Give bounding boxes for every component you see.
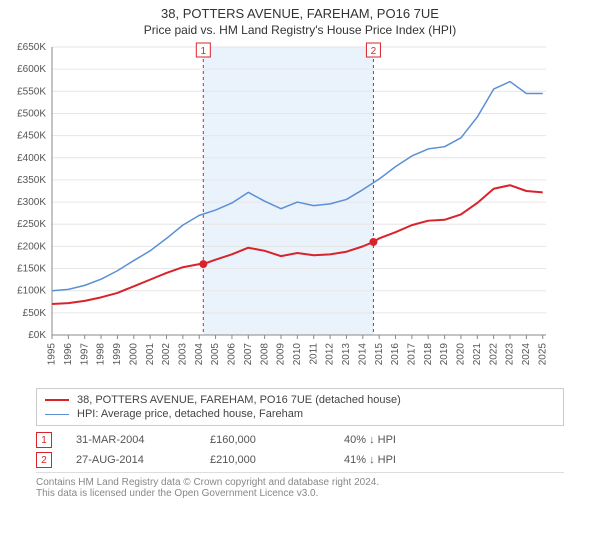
legend-label: 38, POTTERS AVENUE, FAREHAM, PO16 7UE (d… [77,394,401,406]
svg-text:2014: 2014 [357,343,368,366]
svg-text:£550K: £550K [17,86,46,97]
footer-line-1: Contains HM Land Registry data © Crown c… [36,477,564,488]
svg-text:2020: 2020 [456,343,467,366]
svg-text:£150K: £150K [17,264,46,275]
svg-text:2015: 2015 [374,343,385,366]
svg-text:£300K: £300K [17,197,46,208]
svg-text:1999: 1999 [112,343,123,366]
svg-text:1998: 1998 [96,343,107,366]
marker-price: £160,000 [210,434,320,446]
marker-date: 27-AUG-2014 [76,454,186,466]
svg-text:£650K: £650K [17,42,46,53]
svg-text:2024: 2024 [521,343,532,366]
page-title: 38, POTTERS AVENUE, FAREHAM, PO16 7UE [0,0,600,21]
marker-table: 1 31-MAR-2004 £160,000 40% ↓ HPI 2 27-AUG-201… [36,430,564,470]
svg-text:£400K: £400K [17,153,46,164]
svg-text:2010: 2010 [292,343,303,366]
svg-text:2003: 2003 [178,343,189,366]
svg-text:2022: 2022 [488,343,499,366]
chart-area: £0K £50K £100K £150K £200K £250K £300K £350K £40… [0,41,600,386]
marker-row: 2 27-AUG-2014 £210,000 41% ↓ HPI [36,450,564,470]
svg-text:2016: 2016 [390,343,401,366]
svg-text:1: 1 [201,46,207,57]
svg-text:2: 2 [371,46,377,57]
svg-text:2001: 2001 [145,343,156,366]
svg-text:£600K: £600K [17,64,46,75]
line-chart: £0K £50K £100K £150K £200K £250K £300K £350K £40… [0,41,560,381]
svg-text:1997: 1997 [79,343,90,366]
footer-line-2: This data is licensed under the Open Gov… [36,488,564,499]
svg-text:2004: 2004 [194,343,205,366]
svg-text:2017: 2017 [407,343,418,366]
legend-item: 38, POTTERS AVENUE, FAREHAM, PO16 7UE (d… [45,393,555,407]
svg-text:2012: 2012 [325,343,336,366]
legend-swatch [45,399,69,401]
svg-text:2023: 2023 [505,343,516,366]
svg-text:£100K: £100K [17,286,46,297]
svg-text:£500K: £500K [17,108,46,119]
svg-text:2025: 2025 [537,343,548,366]
svg-text:2019: 2019 [439,343,450,366]
svg-text:£350K: £350K [17,175,46,186]
svg-text:1995: 1995 [47,343,58,366]
svg-text:2000: 2000 [128,343,139,366]
page-subtitle: Price paid vs. HM Land Registry's House … [0,21,600,41]
legend-label: HPI: Average price, detached house, Fare… [77,408,303,420]
marker-row: 1 31-MAR-2004 £160,000 40% ↓ HPI [36,430,564,450]
marker-price: £210,000 [210,454,320,466]
svg-text:£200K: £200K [17,241,46,252]
marker-delta: 41% ↓ HPI [344,454,454,466]
svg-text:2021: 2021 [472,343,483,366]
svg-text:2002: 2002 [161,343,172,366]
footer: Contains HM Land Registry data © Crown c… [36,472,564,499]
svg-text:2009: 2009 [276,343,287,366]
svg-text:£50K: £50K [23,308,47,319]
svg-text:£450K: £450K [17,131,46,142]
svg-text:2011: 2011 [308,343,319,365]
svg-text:2005: 2005 [210,343,221,366]
legend-item: HPI: Average price, detached house, Fare… [45,407,555,421]
svg-text:2018: 2018 [423,343,434,366]
svg-text:£250K: £250K [17,219,46,230]
marker-date: 31-MAR-2004 [76,434,186,446]
svg-text:2013: 2013 [341,343,352,366]
svg-text:2008: 2008 [259,343,270,366]
marker-badge: 1 [36,432,52,448]
legend: 38, POTTERS AVENUE, FAREHAM, PO16 7UE (d… [36,388,564,426]
legend-swatch [45,414,69,415]
marker-delta: 40% ↓ HPI [344,434,454,446]
svg-text:1996: 1996 [63,343,74,366]
marker-badge: 2 [36,452,52,468]
svg-text:2007: 2007 [243,343,254,366]
svg-text:£0K: £0K [28,330,46,341]
svg-text:2006: 2006 [227,343,238,366]
